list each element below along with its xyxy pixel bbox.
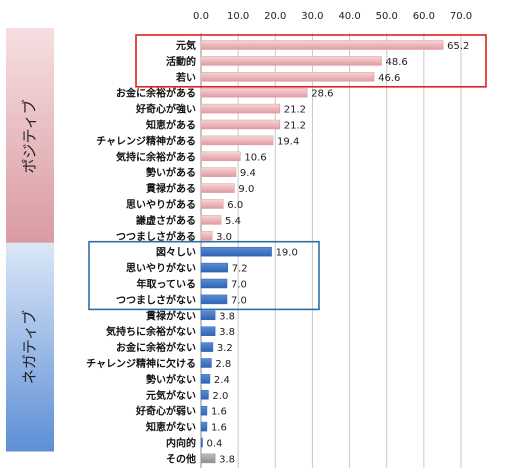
category-label: 内向的 — [166, 437, 196, 450]
x-tick-label: 0.0 — [193, 11, 209, 22]
bar — [200, 119, 280, 130]
x-tick-label: 20.0 — [264, 11, 286, 22]
bar — [200, 358, 212, 368]
data-label: 3.8 — [219, 311, 235, 322]
group-panel — [6, 242, 54, 452]
bar — [200, 167, 237, 177]
category-label: 勢いがある — [146, 166, 196, 179]
data-label: 6.0 — [227, 200, 243, 211]
data-label: 9.0 — [238, 184, 254, 195]
bar — [200, 246, 272, 257]
data-label: 3.0 — [216, 232, 232, 243]
x-tick-label: 60.0 — [413, 11, 435, 22]
data-label: 7.2 — [232, 264, 248, 275]
category-label: つつましさがない — [116, 293, 196, 306]
bar — [200, 231, 213, 241]
bar — [200, 294, 228, 305]
category-label: 好奇心が強い — [135, 103, 196, 116]
category-label: 気持に余裕がある — [115, 150, 196, 163]
category-label: 思いやりがある — [126, 198, 196, 211]
group-panel — [6, 28, 54, 245]
bar — [200, 453, 216, 464]
category-label: 元気がない — [146, 389, 196, 402]
x-tick-label: 30.0 — [301, 11, 323, 22]
category-label: 勢いがない — [146, 373, 196, 386]
highlight-box — [135, 34, 487, 88]
data-label: 48.6 — [386, 57, 408, 68]
data-label: 65.2 — [447, 41, 469, 52]
category-label: 若い — [175, 71, 196, 84]
data-label: 2.4 — [214, 375, 230, 386]
data-label: 3.2 — [217, 343, 233, 354]
data-label: 7.0 — [231, 295, 247, 306]
category-label: お金に余裕がある — [116, 87, 196, 100]
bar — [200, 56, 382, 66]
bar — [200, 437, 203, 448]
category-label: 貫禄がある — [146, 182, 196, 195]
bar — [200, 199, 224, 209]
category-label: 活動的 — [166, 55, 196, 68]
data-label: 21.2 — [284, 105, 306, 116]
data-label: 19.4 — [277, 136, 299, 147]
category-label: 気持ちに余裕がない — [105, 325, 196, 338]
category-label: 年取っている — [137, 278, 197, 291]
bar — [200, 135, 274, 146]
bar — [200, 151, 241, 162]
data-label: 3.8 — [219, 454, 235, 465]
bar — [200, 103, 280, 114]
group-label: ポジティブ — [21, 99, 39, 173]
data-label: 28.6 — [311, 89, 333, 100]
data-label: 0.4 — [206, 439, 222, 450]
data-label: 1.6 — [211, 423, 227, 434]
data-label: 10.6 — [244, 152, 266, 163]
category-label: 知恵がない — [145, 421, 196, 434]
category-label: チャレンジ精神がある — [96, 134, 196, 147]
bar — [200, 262, 228, 273]
x-tick-label: 50.0 — [376, 11, 398, 22]
data-label: 1.6 — [211, 407, 227, 418]
data-label: 19.0 — [276, 248, 298, 259]
data-label: 7.0 — [231, 280, 247, 291]
category-label: 好奇心が弱い — [135, 405, 196, 418]
data-label: 5.4 — [225, 216, 241, 227]
bar — [200, 278, 228, 289]
bar — [200, 326, 216, 336]
x-tick-label: 10.0 — [227, 11, 249, 22]
bar — [200, 183, 235, 193]
bar — [200, 405, 208, 416]
bar — [200, 310, 216, 321]
bar — [200, 374, 211, 384]
data-label: 2.8 — [215, 359, 231, 370]
highlight-box — [88, 240, 320, 311]
category-label: つつましさがある — [116, 230, 196, 243]
bar — [200, 390, 209, 400]
data-label: 46.6 — [378, 73, 400, 84]
group-label: ネガティブ — [21, 310, 39, 384]
bar — [200, 342, 214, 352]
category-label: 貫禄がない — [146, 309, 196, 322]
category-label: 図々しい — [156, 247, 196, 259]
category-label: 思いやりがない — [126, 262, 196, 275]
category-label: お金に余裕がない — [116, 341, 196, 354]
category-label: チャレンジ精神に欠ける — [86, 357, 196, 370]
bar — [200, 87, 308, 98]
bar — [200, 40, 444, 50]
bar — [200, 421, 208, 432]
x-tick-label: 40.0 — [338, 11, 360, 22]
x-tick-label: 70.0 — [450, 11, 472, 22]
bar — [200, 72, 375, 82]
category-label: 謙虚さがある — [136, 214, 196, 227]
category-label: 知恵がある — [145, 119, 196, 132]
category-label: その他 — [166, 452, 196, 465]
data-label: 3.8 — [219, 327, 235, 338]
data-label: 2.0 — [212, 391, 228, 402]
category-label: 元気 — [176, 39, 196, 52]
data-label: 9.4 — [240, 168, 256, 179]
data-label: 21.2 — [284, 121, 306, 132]
bar — [200, 215, 222, 225]
